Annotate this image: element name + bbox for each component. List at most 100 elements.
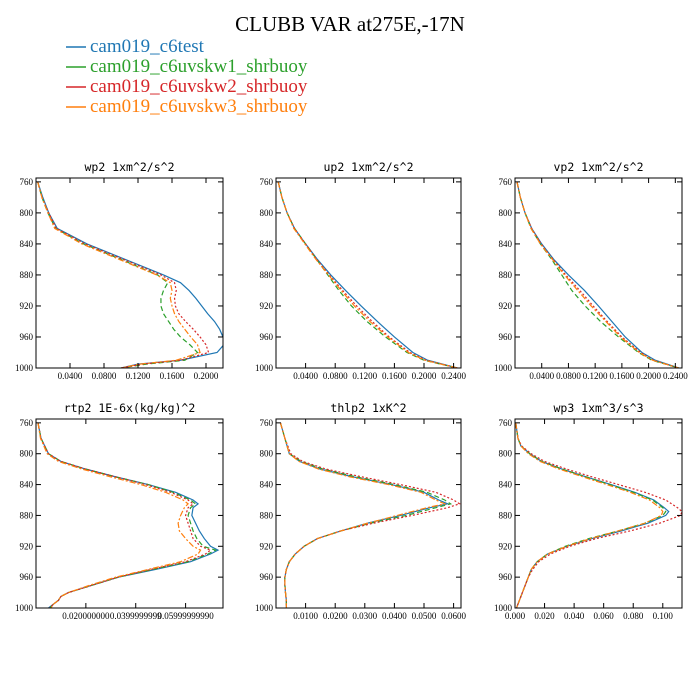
x-tick-label: 0.0800 [556, 371, 581, 381]
x-tick-label: 0.1600 [610, 371, 635, 381]
y-tick-label: 760 [260, 418, 274, 428]
series-line [37, 422, 220, 608]
x-tick-label: 0.2000 [412, 371, 437, 381]
x-tick-label: 0.0399999999 [110, 611, 162, 621]
x-tick-label: 0.0100 [293, 611, 318, 621]
plot-frame [35, 177, 224, 369]
legend-entry: cam019_c6uvskw3_shrbuoy [66, 96, 308, 117]
series-line [516, 181, 679, 368]
y-tick-label: 880 [20, 510, 34, 520]
y-tick-label: 960 [260, 572, 274, 582]
y-tick-label: 840 [20, 239, 34, 249]
plot-frame [514, 418, 683, 609]
series-line [515, 422, 664, 608]
y-tick-label: 880 [260, 270, 274, 280]
series-line [37, 422, 202, 608]
x-tick-label: 0.0200 [323, 611, 348, 621]
x-tick-label: 0.1200 [126, 371, 151, 381]
panel-title: wp3 1xm^3/s^3 [553, 401, 643, 415]
x-tick-label: 0.020 [534, 611, 555, 621]
series-line [279, 422, 453, 608]
x-tick-label: 0.040 [564, 611, 585, 621]
y-tick-label: 840 [260, 239, 274, 249]
y-tick-label: 960 [499, 332, 513, 342]
series-line [37, 181, 210, 368]
series-line [279, 422, 450, 608]
y-tick-label: 960 [499, 572, 513, 582]
x-tick-label: 0.000 [505, 611, 526, 621]
x-tick-label: 0.080 [623, 611, 644, 621]
y-tick-label: 920 [260, 301, 274, 311]
y-tick-label: 800 [20, 449, 34, 459]
y-tick-label: 920 [499, 301, 513, 311]
y-tick-label: 960 [20, 572, 34, 582]
x-tick-label: 0.05999999990 [157, 611, 214, 621]
y-tick-label: 1000 [15, 603, 34, 613]
x-tick-label: 0.0800 [323, 371, 348, 381]
y-tick-label: 760 [499, 177, 513, 187]
x-tick-label: 0.0400 [382, 611, 407, 621]
panel-title: vp2 1xm^2/s^2 [553, 160, 643, 174]
y-tick-label: 840 [499, 239, 513, 249]
y-tick-label: 960 [260, 332, 274, 342]
series-line [277, 181, 458, 368]
x-tick-label: 0.0500 [412, 611, 437, 621]
y-tick-label: 1000 [15, 363, 34, 373]
chart-panel: up2 1xm^2/s^2 760 800 840 880 920 960 1000 0.040… [255, 160, 466, 381]
series-line [277, 181, 458, 368]
y-tick-label: 760 [499, 418, 513, 428]
x-tick-label: 0.0600 [441, 611, 466, 621]
legend: cam019_c6testcam019_c6uvskw1_shrbuoycam0… [66, 36, 308, 117]
y-tick-label: 1000 [255, 603, 274, 613]
chart-panel: wp3 1xm^3/s^3 760 800 840 880 920 960 10000.000… [494, 401, 683, 621]
x-tick-label: 0.2000 [194, 371, 219, 381]
series-line [516, 181, 679, 368]
y-tick-label: 1000 [494, 603, 513, 613]
legend-label: cam019_c6test [90, 36, 205, 57]
y-tick-label: 880 [499, 270, 513, 280]
series-line [515, 422, 670, 608]
chart-panels: wp2 1xm^2/s^2 760 800 840 880 920 960 1000 0.040… [15, 160, 688, 621]
panel-title: rtp2 1E-6x(kg/kg)^2 [64, 401, 196, 415]
x-tick-label: 0.2400 [663, 371, 688, 381]
y-tick-label: 800 [260, 449, 274, 459]
plot-frame [275, 177, 462, 369]
y-tick-label: 840 [20, 480, 34, 490]
series-line [37, 422, 212, 608]
plot-frame [275, 418, 462, 609]
chart-panel: rtp2 1E-6x(kg/kg)^2 760 800 840 880 920 960 100… [15, 401, 224, 621]
series-line [277, 181, 458, 368]
series-line [279, 422, 461, 608]
chart-panel: thlp2 1xK^2 760 800 840 880 920 960 1000 0.0100 0… [255, 401, 466, 621]
series-line [37, 181, 223, 368]
x-tick-label: 0.2400 [441, 371, 466, 381]
series-line [515, 422, 667, 608]
series-line [515, 422, 682, 608]
plot-frame [514, 177, 683, 369]
x-tick-label: 0.0300 [352, 611, 377, 621]
y-tick-label: 1000 [494, 363, 513, 373]
y-tick-label: 800 [499, 449, 513, 459]
panel-title: up2 1xm^2/s^2 [323, 160, 413, 174]
y-tick-label: 920 [260, 541, 274, 551]
y-tick-label: 800 [20, 208, 34, 218]
plot-frame [35, 418, 224, 609]
chart-panel: vp2 1xm^2/s^2 760 800 840 880 920 960 1000 0.040… [494, 160, 688, 381]
y-tick-label: 800 [499, 208, 513, 218]
legend-entry: cam019_c6uvskw1_shrbuoy [66, 56, 308, 77]
panel-title: thlp2 1xK^2 [330, 401, 406, 415]
legend-label: cam019_c6uvskw3_shrbuoy [90, 96, 308, 117]
x-tick-label: 0.0400 [58, 371, 83, 381]
y-tick-label: 880 [260, 510, 274, 520]
x-tick-label: 0.0400 [293, 371, 318, 381]
y-tick-label: 840 [260, 480, 274, 490]
series-line [37, 422, 218, 608]
y-tick-label: 760 [260, 177, 274, 187]
legend-label: cam019_c6uvskw2_shrbuoy [90, 76, 308, 97]
x-tick-label: 0.1200 [352, 371, 377, 381]
series-line [277, 181, 458, 368]
y-tick-label: 920 [20, 301, 34, 311]
x-tick-label: 0.060 [594, 611, 615, 621]
legend-label: cam019_c6uvskw1_shrbuoy [90, 56, 308, 77]
